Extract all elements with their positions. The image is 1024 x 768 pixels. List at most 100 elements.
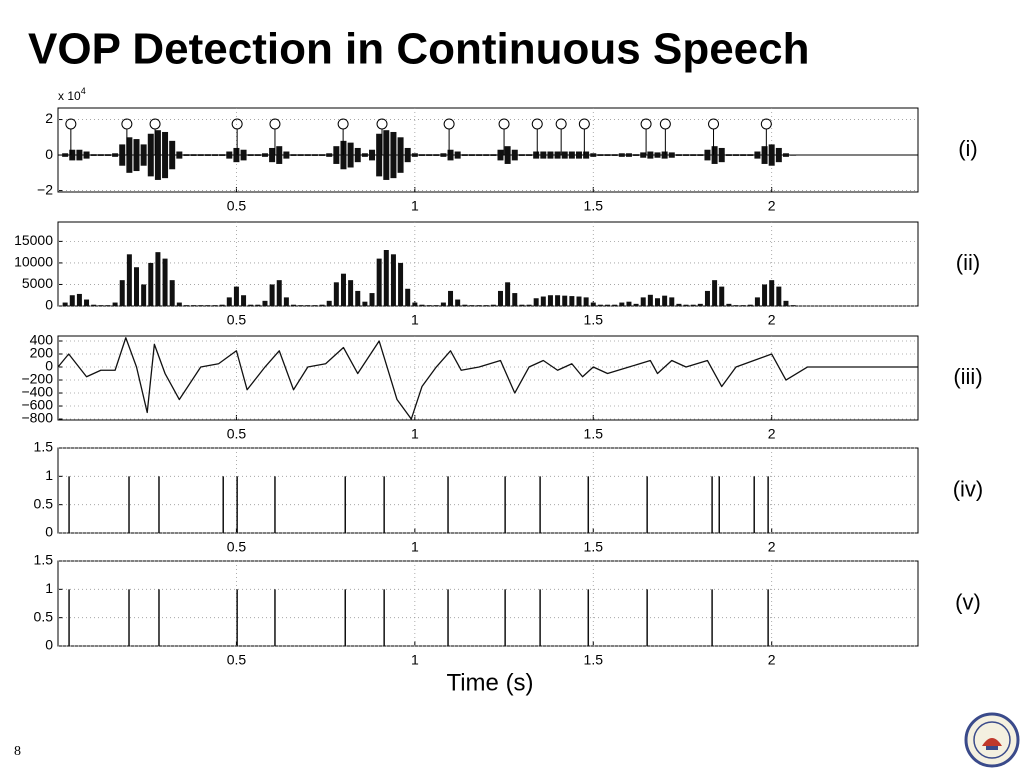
waveform-segment <box>490 154 497 156</box>
waveform-segment <box>97 154 104 156</box>
bar <box>483 305 489 306</box>
waveform-segment <box>226 151 233 159</box>
bar <box>248 304 254 306</box>
waveform-segment <box>304 154 311 156</box>
bar <box>754 297 760 306</box>
bar <box>462 304 468 306</box>
waveform-segment <box>119 144 126 166</box>
bar <box>490 304 496 306</box>
y-tick-label: 0 <box>45 146 53 162</box>
bar <box>790 305 796 306</box>
bar <box>233 286 239 306</box>
waveform-segment <box>326 153 333 157</box>
panel-label: (i) <box>958 136 978 161</box>
waveform-segment <box>376 133 383 177</box>
waveform-segment <box>683 154 690 156</box>
bar <box>526 304 532 306</box>
bar <box>291 304 297 306</box>
waveform-segment <box>611 154 618 156</box>
waveform-segment <box>768 144 775 166</box>
waveform-segment <box>176 151 183 159</box>
waveform-segment <box>718 147 725 163</box>
waveform-segment <box>397 137 404 173</box>
y-tick-label: −400 <box>21 384 53 400</box>
waveform-segment <box>440 153 447 157</box>
waveform-segment <box>725 154 732 156</box>
vop-marker <box>65 118 77 130</box>
waveform-segment <box>554 151 561 159</box>
bar <box>412 302 418 306</box>
waveform-segment <box>76 149 83 161</box>
panel-label: (iii) <box>953 364 982 389</box>
waveform-segment <box>169 140 176 170</box>
waveform-segment <box>782 153 789 157</box>
waveform-segment <box>390 131 397 179</box>
y-tick-label: 0 <box>45 637 53 653</box>
waveform-segment <box>447 149 454 161</box>
y-tick-label: 200 <box>30 345 54 361</box>
bar <box>590 302 596 306</box>
bar <box>655 298 661 306</box>
waveform-segment <box>504 146 511 164</box>
y-tick-label: 5000 <box>22 275 53 291</box>
bar <box>255 304 261 306</box>
y-tick-label: 0.5 <box>34 495 54 511</box>
waveform-segment <box>426 154 433 156</box>
waveform-segment <box>347 142 354 168</box>
waveform-segment <box>269 147 276 163</box>
waveform-segment <box>190 154 197 156</box>
waveform-segment <box>297 154 304 156</box>
bar <box>226 297 232 306</box>
plot-frame <box>57 221 919 307</box>
bar <box>340 273 346 306</box>
panel-label: (iv) <box>953 476 984 501</box>
bar <box>98 305 104 306</box>
bar <box>626 301 632 306</box>
waveform-segment <box>418 154 425 156</box>
waveform-segment <box>575 151 582 159</box>
bar <box>283 297 289 306</box>
waveform-segment <box>162 131 169 179</box>
y-tick-label: 10000 <box>14 254 53 270</box>
waveform-segment <box>454 151 461 159</box>
bar <box>76 293 82 306</box>
y-scale-exponent: 4 <box>81 86 86 96</box>
waveform-segment <box>140 144 147 166</box>
bar <box>362 301 368 306</box>
bar <box>148 262 154 306</box>
bar <box>155 252 161 306</box>
panel: 0 5000 10000 15000 0.5 1 1.5 2 (ii) <box>14 221 980 328</box>
waveform-segment <box>154 130 161 180</box>
bar <box>305 305 311 306</box>
bar <box>376 258 382 306</box>
bar <box>312 305 318 306</box>
waveform-segment <box>697 154 704 156</box>
bar <box>198 305 204 306</box>
bar <box>433 305 439 306</box>
bar <box>512 293 518 306</box>
plot-frame <box>57 560 919 647</box>
bar <box>726 303 732 306</box>
bar <box>169 280 175 306</box>
bar <box>241 295 247 306</box>
waveform-segment <box>640 152 647 158</box>
waveform-segment <box>526 154 533 156</box>
bar <box>298 305 304 306</box>
bar <box>683 304 689 306</box>
x-tick-label: 1.5 <box>584 198 604 214</box>
bar <box>669 297 675 306</box>
waveform-segment <box>754 151 761 159</box>
bar <box>269 284 275 306</box>
logo <box>964 712 1020 768</box>
bar <box>776 286 782 306</box>
waveform-segment <box>561 151 568 159</box>
waveform-segment <box>476 154 483 156</box>
bar <box>91 304 97 306</box>
bar <box>262 300 268 306</box>
waveform-segment <box>590 153 597 157</box>
waveform-segment <box>775 147 782 163</box>
waveform-segment <box>690 154 697 156</box>
waveform-segment <box>661 151 668 159</box>
bar <box>205 305 211 306</box>
y-tick-label: 0 <box>45 358 53 374</box>
